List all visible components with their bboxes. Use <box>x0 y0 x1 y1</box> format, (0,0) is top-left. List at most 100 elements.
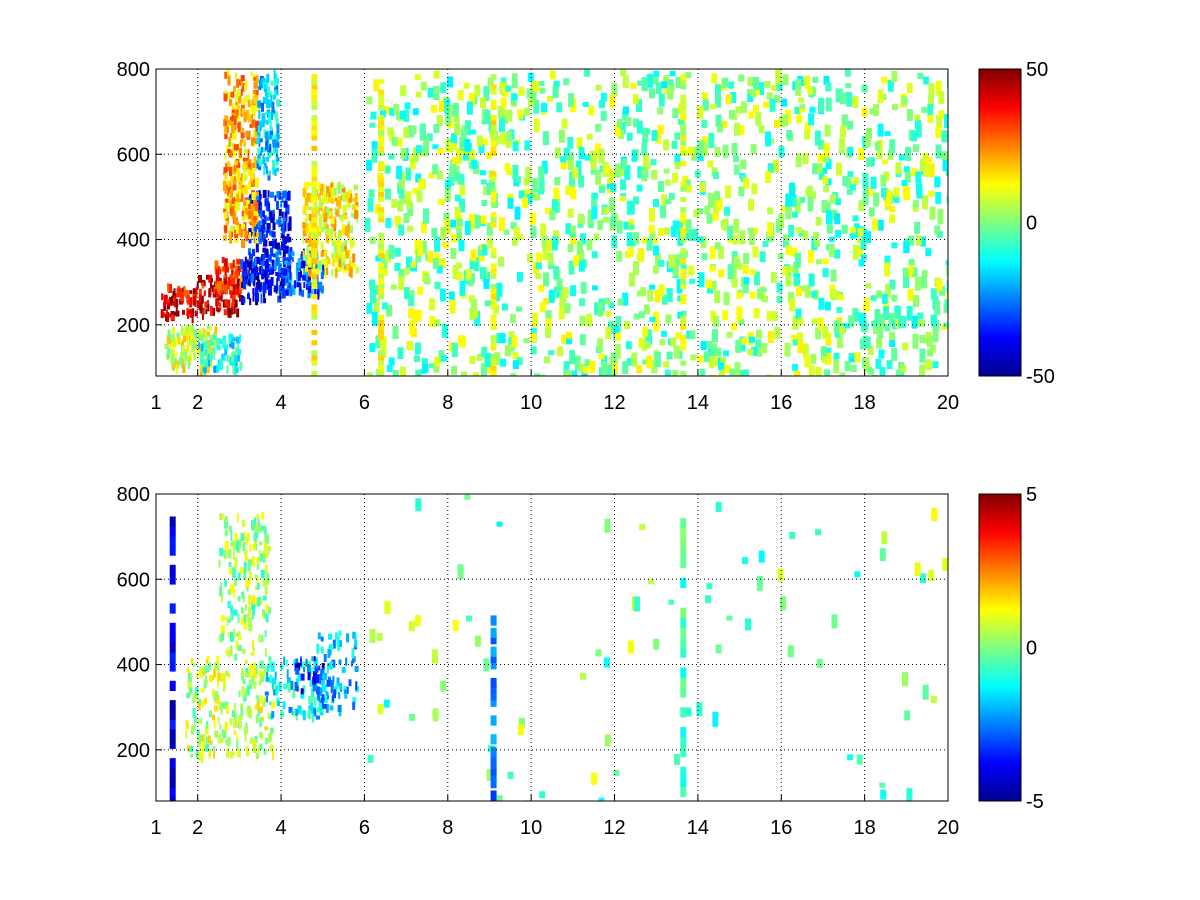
top-heat-cell <box>270 95 273 105</box>
top-heat-cell <box>422 363 429 373</box>
top-heat-cell <box>938 91 945 105</box>
top-heat-cell <box>231 122 235 133</box>
top-y-tick-label: 400 <box>117 230 150 252</box>
top-heat-cell <box>243 139 246 147</box>
top-heat-cell <box>660 205 667 219</box>
bottom-heat-cell <box>254 674 258 679</box>
top-heat-cell <box>795 308 802 320</box>
top-heat-cell <box>929 344 936 353</box>
top-heat-cell <box>500 97 507 108</box>
top-heat-cell <box>877 326 884 339</box>
top-heat-cell <box>370 111 377 120</box>
bottom-heat-cell <box>320 646 324 654</box>
bottom-heat-cell <box>227 673 231 678</box>
bottom-heat-cell <box>206 736 209 744</box>
top-heat-cell <box>257 190 261 196</box>
top-heat-cell <box>330 217 335 224</box>
top-heat-cell <box>474 310 481 326</box>
top-heat-cell <box>170 314 174 321</box>
top-heat-cell <box>325 192 328 202</box>
top-heat-cell <box>459 280 466 296</box>
bottom-heat-cell <box>227 600 231 608</box>
top-heat-cell <box>466 101 473 115</box>
top-band-cell <box>490 355 497 361</box>
top-heat-cell <box>816 163 823 174</box>
top-heat-cell <box>715 84 721 95</box>
top-heat-cell <box>257 126 260 133</box>
top-heat-cell <box>170 357 174 363</box>
top-heat-cell <box>576 137 583 150</box>
top-heat-cell <box>233 164 237 172</box>
top-heat-cell <box>676 220 683 233</box>
top-heat-cell <box>257 220 262 228</box>
top-heat-cell <box>663 361 670 368</box>
top-heat-cell <box>938 110 945 119</box>
top-grid <box>156 69 948 376</box>
top-heat-cell <box>215 279 218 290</box>
top-heat-cell <box>257 201 261 206</box>
top-heat-cell <box>553 286 560 298</box>
top-x-tick-label: 16 <box>770 392 792 414</box>
top-heat-cell <box>407 340 413 351</box>
top-heat-cell <box>825 82 832 92</box>
top-heat-cell <box>220 283 224 290</box>
top-heat-cell <box>223 309 228 316</box>
top-heat-cell <box>232 178 237 185</box>
bottom-band-cell <box>490 646 497 657</box>
bottom-heat-cell <box>218 559 221 568</box>
top-heat-cell <box>889 336 896 347</box>
bottom-heat-cell <box>246 587 249 592</box>
bottom-heat-cell <box>246 532 250 542</box>
top-heat-cell <box>476 353 483 361</box>
top-heat-cell <box>181 354 184 364</box>
top-heat-cell <box>756 348 763 357</box>
bottom-heat-cell <box>634 596 640 612</box>
top-heat-cell <box>173 289 176 298</box>
bottom-heat-cell <box>205 728 209 734</box>
top-heat-cell <box>429 316 436 327</box>
bottom-heat-cell <box>539 791 546 799</box>
bottom-heat-cell <box>226 704 230 714</box>
top-heat-cell <box>835 229 842 238</box>
top-heat-cell <box>400 148 407 160</box>
top-heat-cell <box>354 193 358 201</box>
top-heat-cell <box>526 253 533 263</box>
top-heat-cell <box>598 148 605 164</box>
top-heat-cell <box>248 228 252 235</box>
top-heat-cell <box>440 227 447 241</box>
bottom-heat-cell <box>237 513 239 523</box>
top-heat-cell <box>278 257 281 266</box>
top-band-cell <box>680 161 687 167</box>
bottom-heat-cell <box>598 797 605 801</box>
top-band-cell <box>378 140 385 146</box>
top-heat-cell <box>697 150 704 161</box>
top-heat-cell <box>932 327 939 343</box>
top-heat-cell <box>201 334 204 342</box>
top-heat-cell <box>725 94 732 105</box>
bottom-heat-cell <box>225 670 229 676</box>
top-heat-cell <box>554 177 561 186</box>
top-heat-cell <box>651 130 658 142</box>
top-heat-cell <box>240 75 245 82</box>
top-heat-cell <box>206 274 209 280</box>
top-heat-cell <box>468 295 475 304</box>
top-heat-cell <box>277 263 281 273</box>
top-heat-cell <box>403 127 410 139</box>
bottom-heat-cell <box>415 498 422 512</box>
top-heat-cell <box>794 370 801 376</box>
top-heat-cell <box>600 110 607 121</box>
top-heat-cell <box>599 165 606 173</box>
top-heat-cell <box>826 219 833 234</box>
top-heat-cell <box>281 274 285 279</box>
top-heat-cell <box>928 94 934 107</box>
bottom-heat-cell <box>904 710 911 721</box>
top-heat-cell <box>369 289 376 304</box>
bottom-heat-cell <box>257 522 261 531</box>
top-heat-cell <box>273 78 276 88</box>
top-heat-cell <box>245 94 250 102</box>
top-band-cell <box>378 196 385 202</box>
top-heat-cell <box>406 199 413 209</box>
bottom-heat-cell <box>291 711 295 715</box>
bottom-heat-cell <box>262 553 266 563</box>
